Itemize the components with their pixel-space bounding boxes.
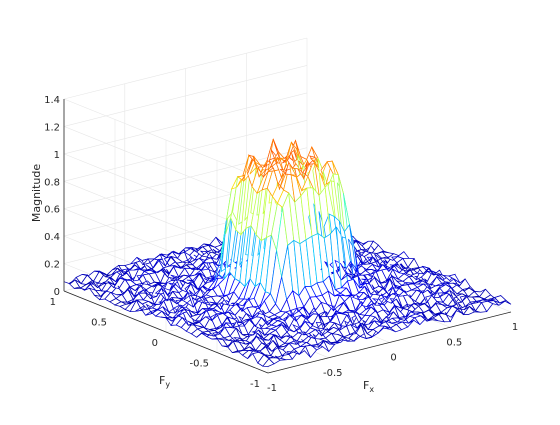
z-tick-label: 0.6 <box>44 205 60 216</box>
x-axis-line <box>267 311 512 374</box>
y-axis-line <box>63 290 269 374</box>
z-tick-label: 0.2 <box>44 260 60 271</box>
y-tick-label: -1 <box>250 379 260 390</box>
surface-quad <box>397 251 410 259</box>
y-tick-label: 0 <box>152 338 158 349</box>
z-tick-label: 1 <box>54 150 60 161</box>
x-tick-label: 0 <box>390 353 396 364</box>
z-tick-label: 0 <box>54 287 60 298</box>
z-tick-label: 1.2 <box>44 122 60 133</box>
z-tick-label: 0.4 <box>44 232 60 243</box>
x-axis-label-main: F <box>363 379 369 392</box>
tick-labels: -1-0.500.51-1-0.500.5100.20.40.60.811.21… <box>44 95 518 394</box>
x-axis-label: Fx <box>363 379 374 394</box>
x-tick-label: 0.5 <box>446 337 462 348</box>
surface-quad <box>499 299 512 305</box>
z-axis-label: Magnitude <box>30 164 43 223</box>
y-axis-label: Fy <box>159 374 170 389</box>
x-tick-label: -1 <box>267 383 277 394</box>
y-tick-label: -0.5 <box>189 359 209 370</box>
y-axis-label-subscript: y <box>165 380 170 389</box>
x-tick-label: 1 <box>512 322 518 333</box>
x-axis-label-subscript: x <box>369 385 374 394</box>
z-tick-label: 1.4 <box>44 95 60 106</box>
x-tick-label: -0.5 <box>323 368 343 379</box>
axes <box>63 99 512 374</box>
y-tick-label: 1 <box>50 297 56 308</box>
y-tick-label: 0.5 <box>91 318 107 329</box>
surface-mesh <box>63 138 512 367</box>
z-tick-label: 0.8 <box>44 177 60 188</box>
y-axis-label-main: F <box>159 374 165 387</box>
